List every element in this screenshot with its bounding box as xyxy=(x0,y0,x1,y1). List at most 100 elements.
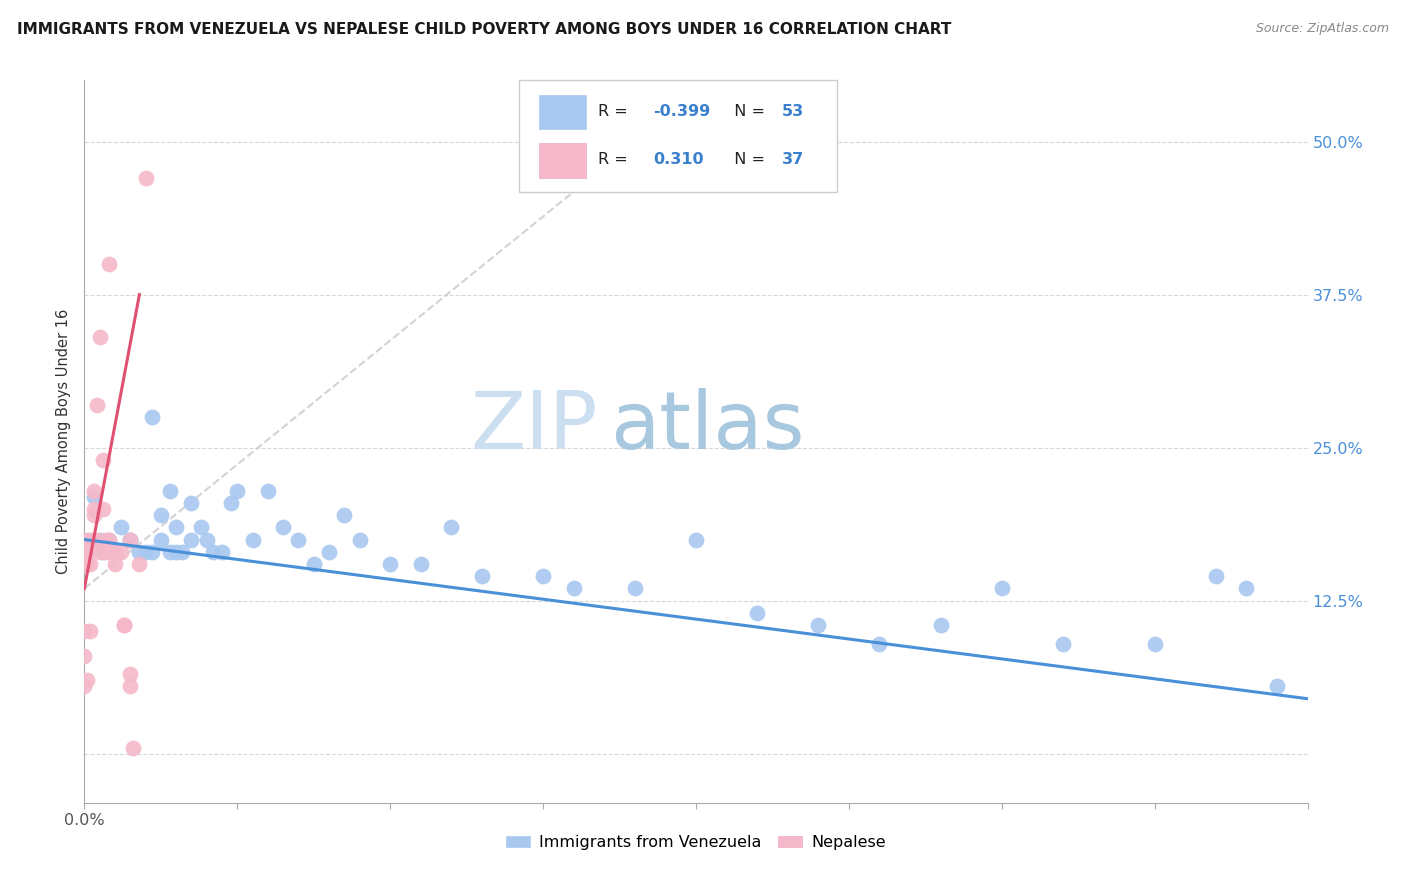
Point xyxy=(76,545,98,559)
Point xyxy=(91,545,114,559)
FancyBboxPatch shape xyxy=(519,80,837,193)
Point xyxy=(165,545,187,559)
Point xyxy=(73,624,96,639)
Point xyxy=(128,545,150,559)
Legend: Immigrants from Venezuela, Nepalese: Immigrants from Venezuela, Nepalese xyxy=(499,829,893,856)
Point xyxy=(79,557,101,571)
Bar xyxy=(540,143,586,178)
Point xyxy=(76,545,98,559)
Point xyxy=(624,582,647,596)
Point xyxy=(1236,582,1258,596)
Point xyxy=(302,557,325,571)
Text: R =: R = xyxy=(598,153,638,168)
Point xyxy=(112,618,135,632)
Point xyxy=(219,496,242,510)
Point xyxy=(471,569,494,583)
Point xyxy=(409,557,432,571)
Point xyxy=(86,398,108,412)
Point xyxy=(807,618,830,632)
Text: Source: ZipAtlas.com: Source: ZipAtlas.com xyxy=(1256,22,1389,36)
Point xyxy=(180,496,202,510)
Point xyxy=(120,533,142,547)
Point xyxy=(271,520,294,534)
Point xyxy=(97,257,120,271)
Point xyxy=(562,582,585,596)
Point xyxy=(869,637,891,651)
Point xyxy=(1052,637,1074,651)
Point xyxy=(83,502,105,516)
Point xyxy=(172,545,194,559)
Point xyxy=(120,533,142,547)
Point xyxy=(440,520,463,534)
Point xyxy=(76,673,98,688)
Point xyxy=(242,533,264,547)
Point xyxy=(135,171,157,186)
Point xyxy=(83,508,105,522)
Text: ZIP: ZIP xyxy=(471,388,598,467)
Text: atlas: atlas xyxy=(610,388,804,467)
Bar xyxy=(540,95,586,129)
Point xyxy=(1205,569,1227,583)
Text: N =: N = xyxy=(724,103,770,119)
Text: 53: 53 xyxy=(782,103,804,119)
Point xyxy=(1265,680,1288,694)
Point xyxy=(257,483,280,498)
Point xyxy=(79,624,101,639)
Point xyxy=(120,680,142,694)
Point xyxy=(747,606,769,620)
Point xyxy=(89,545,111,559)
Point xyxy=(110,545,132,559)
Point xyxy=(79,533,101,547)
Point xyxy=(318,545,340,559)
Point xyxy=(86,533,108,547)
Point xyxy=(89,533,111,547)
Point xyxy=(165,520,187,534)
Point xyxy=(73,648,96,663)
Point xyxy=(380,557,402,571)
Point xyxy=(76,557,98,571)
Point xyxy=(104,557,127,571)
Text: 37: 37 xyxy=(782,153,804,168)
Point xyxy=(104,545,127,559)
Point xyxy=(97,533,120,547)
Point xyxy=(929,618,952,632)
Point xyxy=(141,545,163,559)
Point xyxy=(104,545,127,559)
Point xyxy=(159,545,181,559)
Point xyxy=(190,520,212,534)
Point xyxy=(89,330,111,344)
Point xyxy=(83,490,105,504)
Point xyxy=(128,557,150,571)
Point xyxy=(122,740,145,755)
Text: N =: N = xyxy=(724,153,770,168)
Y-axis label: Child Poverty Among Boys Under 16: Child Poverty Among Boys Under 16 xyxy=(56,309,72,574)
Point xyxy=(685,533,707,547)
Point xyxy=(1143,637,1166,651)
Point xyxy=(83,483,105,498)
Point xyxy=(135,545,157,559)
Point xyxy=(149,533,172,547)
Point xyxy=(333,508,356,522)
Point xyxy=(83,533,105,547)
Point xyxy=(141,410,163,425)
Point xyxy=(73,680,96,694)
Point xyxy=(226,483,249,498)
Text: IMMIGRANTS FROM VENEZUELA VS NEPALESE CHILD POVERTY AMONG BOYS UNDER 16 CORRELAT: IMMIGRANTS FROM VENEZUELA VS NEPALESE CH… xyxy=(17,22,952,37)
Point xyxy=(201,545,224,559)
Point xyxy=(94,545,117,559)
Point xyxy=(531,569,554,583)
Point xyxy=(349,533,371,547)
Point xyxy=(91,453,114,467)
Point xyxy=(149,508,172,522)
Point xyxy=(94,533,117,547)
Text: R =: R = xyxy=(598,103,633,119)
Point xyxy=(97,533,120,547)
Point xyxy=(112,618,135,632)
Point xyxy=(91,502,114,516)
Text: 0.310: 0.310 xyxy=(654,153,704,168)
Point xyxy=(120,667,142,681)
Point xyxy=(180,533,202,547)
Point xyxy=(101,545,124,559)
Text: -0.399: -0.399 xyxy=(654,103,710,119)
Point xyxy=(159,483,181,498)
